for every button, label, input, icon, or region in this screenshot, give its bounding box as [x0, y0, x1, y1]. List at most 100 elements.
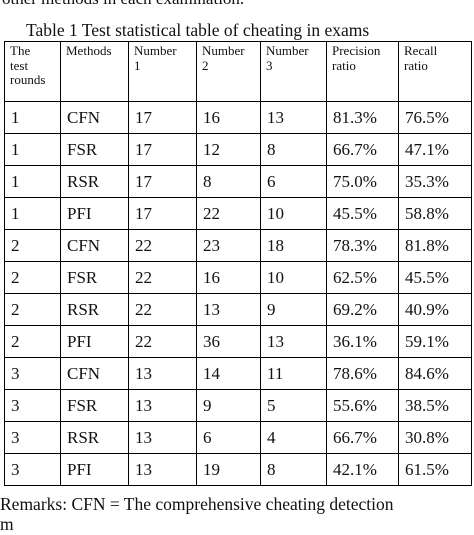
table-cell: 3 — [4, 389, 61, 422]
table-cell: 1 — [4, 101, 61, 134]
table-cell: 8 — [196, 165, 261, 198]
table-cell: 2 — [4, 325, 61, 358]
remarks-text: Remarks: CFN = The comprehensive cheatin… — [0, 494, 394, 514]
table-cell: 35.3% — [398, 165, 472, 198]
table-cell: 3 — [4, 421, 61, 454]
table-cell: 66.7% — [326, 421, 399, 454]
column-header-line: Recall — [404, 43, 438, 58]
table-cell: 84.6% — [398, 357, 472, 390]
table-row: 1 FSR 17 12 8 66.7% 47.1% — [4, 133, 472, 166]
table-cell: 11 — [260, 357, 327, 390]
table-cell: 13 — [128, 357, 197, 390]
table-cell: 9 — [196, 389, 261, 422]
column-header-line: Number — [266, 43, 309, 58]
column-header-line: Number — [202, 43, 245, 58]
table-row: 3 PFI 13 19 8 42.1% 61.5% — [4, 453, 472, 486]
column-header-line: rounds — [10, 72, 46, 87]
table-row: 2 PFI 22 36 13 36.1% 59.1% — [4, 325, 472, 358]
table-cell: RSR — [60, 421, 129, 454]
table-cell: 22 — [128, 261, 197, 294]
table-cell: 78.3% — [326, 229, 399, 262]
table-cell: 16 — [196, 101, 261, 134]
column-header-line: 3 — [266, 57, 273, 73]
table-cell: 6 — [196, 421, 261, 454]
column-header: Number 2 — [196, 41, 261, 102]
column-header: Number 3 — [260, 41, 327, 102]
column-header-line: Methods — [66, 43, 112, 58]
table-cell: 10 — [260, 261, 327, 294]
table-cell: 13 — [196, 293, 261, 326]
table-cell: 81.3% — [326, 101, 399, 134]
table-cell: CFN — [60, 357, 129, 390]
table-row: 1 PFI 17 22 10 45.5% 58.8% — [4, 197, 472, 230]
table-cell: 78.6% — [326, 357, 399, 390]
table-cell: 1 — [4, 165, 61, 198]
table-cell: 6 — [260, 165, 327, 198]
table-cell: RSR — [60, 165, 129, 198]
table-cell: 4 — [260, 421, 327, 454]
column-header-line: The — [10, 43, 31, 58]
statistics-table: The test rounds Methods Number 1 Number 2 Number… — [4, 41, 472, 486]
table-cell: 10 — [260, 197, 327, 230]
table-cell: 47.1% — [398, 133, 472, 166]
table-cell: 18 — [260, 229, 327, 262]
table-cell: 22 — [128, 229, 197, 262]
table-cell: 61.5% — [398, 453, 472, 486]
table-cell: 2 — [4, 229, 61, 262]
table-cell: 75.0% — [326, 165, 399, 198]
table-cell: 45.5% — [398, 261, 472, 294]
column-header: Methods — [60, 41, 129, 102]
table-cell: FSR — [60, 133, 129, 166]
column-header-line: Number — [134, 43, 177, 58]
table-cell: 3 — [4, 453, 61, 486]
table-cell: 58.8% — [398, 197, 472, 230]
table-cell: 42.1% — [326, 453, 399, 486]
clipped-next-line: m — [0, 514, 14, 534]
table-caption: Table 1 Test statistical table of cheati… — [26, 20, 370, 40]
column-header: Precision ratio — [326, 41, 399, 102]
table-cell: 55.6% — [326, 389, 399, 422]
table-cell: 66.7% — [326, 133, 399, 166]
table-cell: 17 — [128, 133, 197, 166]
clipped-previous-text: other methods in each examination. — [2, 0, 244, 9]
column-header-line: ratio — [404, 57, 428, 73]
table-cell: 1 — [4, 133, 61, 166]
table-cell: 16 — [196, 261, 261, 294]
table-cell: 9 — [260, 293, 327, 326]
table-cell: 81.8% — [398, 229, 472, 262]
table-cell: 13 — [128, 389, 197, 422]
table-cell: 59.1% — [398, 325, 472, 358]
table-cell: 76.5% — [398, 101, 472, 134]
table-cell: 62.5% — [326, 261, 399, 294]
table-cell: 17 — [128, 197, 197, 230]
column-header-line: ratio — [332, 57, 356, 73]
table-row: 3 FSR 13 9 5 55.6% 38.5% — [4, 389, 472, 422]
table-row: 3 CFN 13 14 11 78.6% 84.6% — [4, 357, 472, 390]
table-cell: PFI — [60, 197, 129, 230]
table-row: 3 RSR 13 6 4 66.7% 30.8% — [4, 421, 472, 454]
table-cell: 17 — [128, 165, 197, 198]
table-cell: 8 — [260, 453, 327, 486]
table-cell: 38.5% — [398, 389, 472, 422]
table-cell: CFN — [60, 229, 129, 262]
column-header: The test rounds — [4, 41, 61, 102]
table-cell: 13 — [260, 101, 327, 134]
table-cell: RSR — [60, 293, 129, 326]
table-cell: 23 — [196, 229, 261, 262]
table-body: 1 CFN 17 16 13 81.3% 76.5% 1 FSR 17 12 8 66.7% 47.1% 1… — [4, 101, 472, 486]
table-cell: 22 — [196, 197, 261, 230]
table-cell: 69.2% — [326, 293, 399, 326]
table-row: 2 CFN 22 23 18 78.3% 81.8% — [4, 229, 472, 262]
table-cell: PFI — [60, 325, 129, 358]
table-cell: CFN — [60, 101, 129, 134]
table-cell: 22 — [128, 325, 197, 358]
table-cell: 2 — [4, 293, 61, 326]
column-header: Recall ratio — [398, 41, 472, 102]
table-cell: FSR — [60, 261, 129, 294]
table-cell: 40.9% — [398, 293, 472, 326]
table-cell: 45.5% — [326, 197, 399, 230]
table-cell: 5 — [260, 389, 327, 422]
table-cell: 36 — [196, 325, 261, 358]
table-cell: 13 — [260, 325, 327, 358]
table-row: 2 RSR 22 13 9 69.2% 40.9% — [4, 293, 472, 326]
